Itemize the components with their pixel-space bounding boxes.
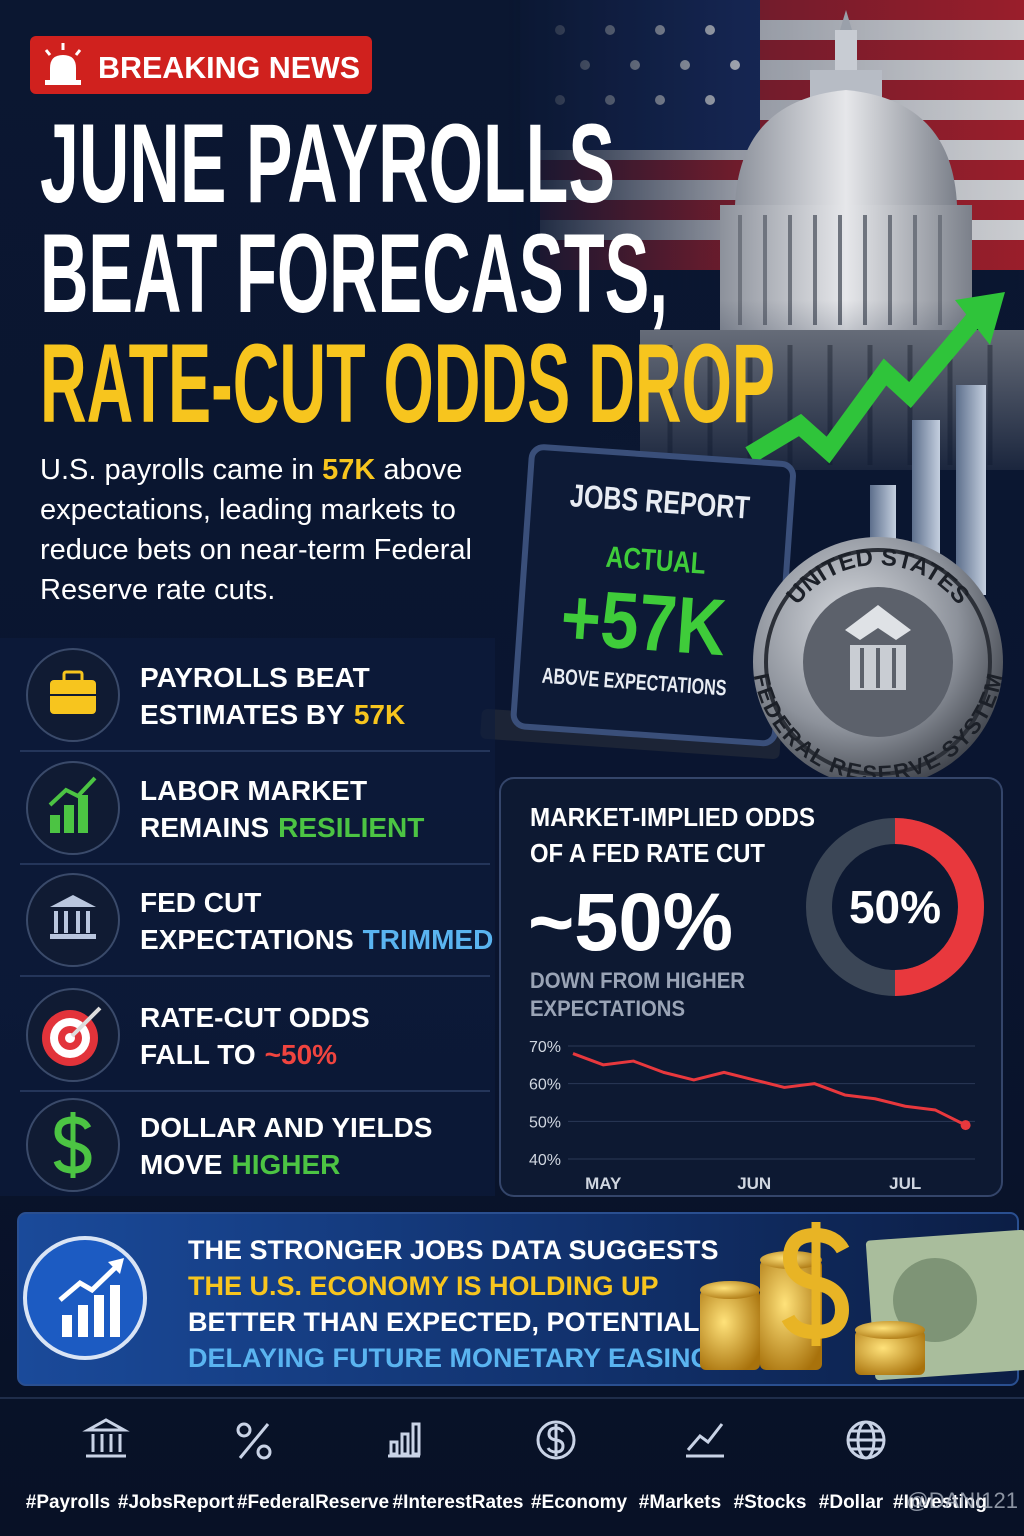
summary-line: BETTER THAN EXPECTED, POTENTIALLY (188, 1307, 732, 1337)
item-text: ESTIMATES BY (140, 699, 345, 730)
donut-label: 50% (849, 881, 941, 933)
y-tick-label: 60% (529, 1077, 561, 1094)
hashtag: #FederalReserve (237, 1492, 389, 1513)
x-tick-label: MAY (585, 1174, 622, 1193)
summary-line: THE U.S. ECONOMY IS HOLDING UP (188, 1271, 659, 1301)
card-value: +57K (558, 572, 729, 672)
item-text: MOVE (140, 1149, 222, 1180)
hashtag: #Dollar (819, 1492, 884, 1513)
odds-panel (499, 777, 1003, 1197)
badge-text: BREAKING NEWS (98, 50, 360, 85)
dollar-icon (536, 1420, 576, 1460)
item-line: REMAINS RESILIENT (140, 812, 424, 843)
hashtag: #JobsReport (118, 1492, 235, 1513)
line (572, 1052, 967, 1127)
dollar-icon (26, 1098, 120, 1192)
headline: JUNE PAYROLLS (40, 101, 615, 226)
item-line: FED CUT (140, 887, 261, 918)
summary-icon (23, 1236, 147, 1360)
item-icons (26, 648, 120, 1192)
item-line: RATE-CUT ODDS (140, 1002, 370, 1033)
briefcase-icon (26, 648, 120, 742)
odds-big-value: ~50% (528, 877, 733, 968)
x-tick-label: JUN (737, 1174, 771, 1193)
end-point (960, 1120, 971, 1131)
item-text: REMAINS (140, 812, 269, 843)
odds-title: MARKET-IMPLIED ODDS (530, 802, 815, 832)
growth-icon (26, 761, 120, 855)
intro: U.S. payrolls came in 57K above expectat… (40, 450, 510, 610)
item-line: MOVE HIGHER (140, 1149, 340, 1180)
item-line: FALL TO ~50% (140, 1039, 337, 1070)
summary-line: DELAYING FUTURE MONETARY EASING. (188, 1343, 719, 1373)
bars-icon (388, 1422, 421, 1458)
item-text: EXPECTATIONS (140, 924, 354, 955)
intro-text: above expectations, leading markets to r… (40, 454, 472, 606)
charts: 50% 70% 60% 50% 40% MAY JUN JUL (529, 818, 984, 1193)
y-tick-label: 70% (529, 1039, 561, 1056)
hashtag: #Stocks (734, 1492, 807, 1513)
globe-icon (846, 1420, 886, 1460)
y-tick-label: 50% (529, 1114, 561, 1131)
badge (30, 36, 372, 94)
percent-icon (236, 1422, 272, 1460)
item-text: FALL TO (140, 1039, 256, 1070)
item-line: ESTIMATES BY 57K (140, 699, 405, 730)
donut-segment (894, 818, 984, 996)
hashtag: #Economy (531, 1492, 628, 1513)
watermark: @DANI121 (906, 1488, 1018, 1513)
hashtag-list: #Payrolls #JobsReport #FederalReserve #Inte… (26, 1492, 987, 1513)
item-line: LABOR MARKET (140, 775, 367, 806)
target-icon (26, 988, 120, 1082)
odds-note: EXPECTATIONS (530, 996, 685, 1021)
jobs-report-card: JOBS REPORT ACTUAL +57K ABOVE EXPECTATIO… (480, 444, 796, 759)
headline: BEAT FORECASTS, (40, 211, 668, 336)
odds-note: DOWN FROM HIGHER (530, 968, 745, 993)
card-label: ACTUAL (605, 541, 707, 581)
summary-line: THE STRONGER JOBS DATA SUGGESTS (188, 1235, 719, 1265)
siren-icon (44, 43, 82, 85)
bank-icon (26, 873, 120, 967)
hashtag: #Markets (639, 1492, 721, 1513)
footer-icons (82, 1418, 886, 1460)
money-graphic (700, 1222, 1024, 1381)
summary-text: THE STRONGER JOBS DATA SUGGESTS THE U.S. … (188, 1235, 732, 1373)
item-list: PAYROLLS BEAT ESTIMATES BY 57K LABOR MARKET… (20, 662, 493, 1180)
item-highlight: ~50% (265, 1039, 337, 1070)
item-highlight: HIGHER (231, 1149, 340, 1180)
item-line: EXPECTATIONS TRIMMED (140, 924, 493, 955)
headline: RATE-CUT ODDS DROP (40, 321, 775, 446)
item-highlight: TRIMMED (363, 924, 494, 955)
item-highlight: 57K (354, 699, 405, 730)
y-tick-label: 40% (529, 1152, 561, 1169)
bank-icon (82, 1418, 130, 1458)
x-tick-label: JUL (889, 1174, 921, 1193)
item-line: DOLLAR AND YIELDS (140, 1112, 432, 1143)
fed-seal: UNITED STATES FEDERAL RESERVE SYSTEM (749, 537, 1007, 787)
hashtag: #InterestRates (393, 1492, 524, 1513)
item-highlight: RESILIENT (278, 812, 424, 843)
hashtag: #Investing (893, 1492, 987, 1513)
intro-text: U.S. payrolls came in (40, 454, 314, 486)
trend-icon (686, 1423, 724, 1458)
intro-highlight: 57K (322, 454, 376, 486)
hashtag: #Payrolls (26, 1492, 111, 1513)
item-line: PAYROLLS BEAT (140, 662, 370, 693)
odds-title: OF A FED RATE CUT (530, 838, 765, 868)
